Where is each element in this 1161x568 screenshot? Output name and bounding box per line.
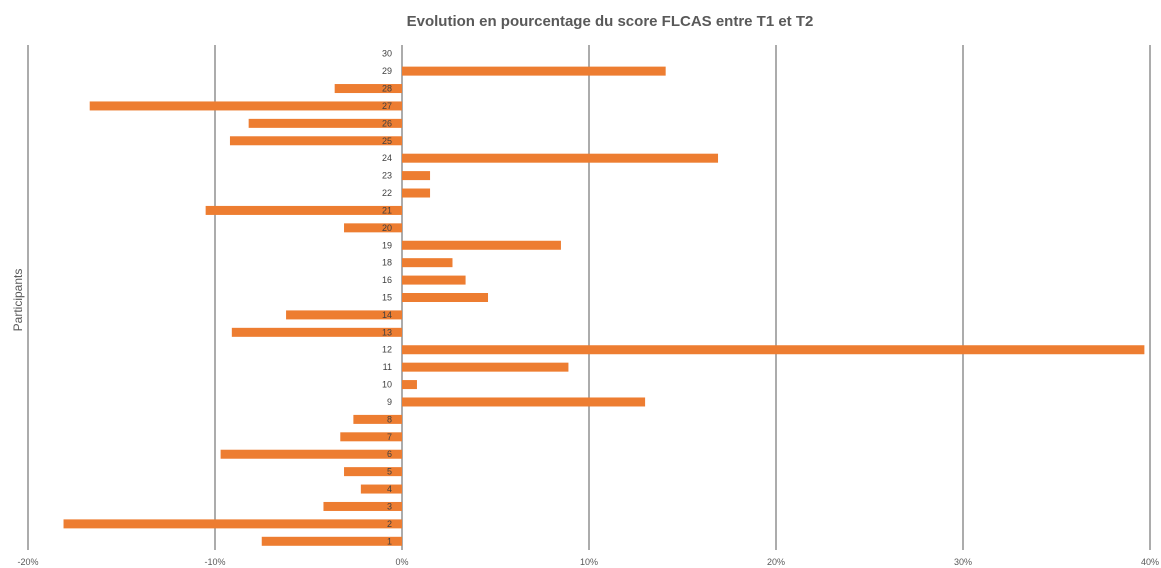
bar bbox=[344, 223, 402, 233]
bar bbox=[286, 310, 402, 320]
category-labels: 1234567891011121314151618192021222324252… bbox=[382, 49, 392, 547]
category-label: 10 bbox=[382, 380, 392, 390]
x-tick-label: 30% bbox=[954, 557, 972, 567]
x-tick-label: 0% bbox=[395, 557, 408, 567]
category-label: 20 bbox=[382, 223, 392, 233]
category-label: 26 bbox=[382, 118, 392, 128]
category-label: 11 bbox=[383, 362, 392, 372]
category-label: 2 bbox=[387, 519, 392, 529]
bar bbox=[353, 414, 402, 424]
category-label: 15 bbox=[382, 293, 392, 303]
category-label: 18 bbox=[382, 258, 392, 268]
bars bbox=[63, 66, 1145, 546]
bar bbox=[402, 380, 417, 390]
category-label: 8 bbox=[387, 414, 392, 424]
x-tick-label: 20% bbox=[767, 557, 785, 567]
bar bbox=[261, 536, 402, 546]
category-label: 13 bbox=[382, 327, 392, 337]
bar bbox=[334, 84, 402, 94]
bar bbox=[205, 205, 402, 215]
category-label: 21 bbox=[382, 205, 392, 215]
gridlines bbox=[27, 45, 1151, 550]
chart-title: Evolution en pourcentage du score FLCAS … bbox=[407, 13, 814, 30]
category-label: 24 bbox=[382, 153, 392, 163]
bar bbox=[402, 240, 561, 250]
x-tick-label: 10% bbox=[580, 557, 598, 567]
x-tick-label: -10% bbox=[204, 557, 225, 567]
category-label: 25 bbox=[382, 136, 392, 146]
x-tick-label: 40% bbox=[1141, 557, 1159, 567]
category-label: 30 bbox=[382, 49, 392, 59]
bar bbox=[340, 432, 402, 442]
category-label: 14 bbox=[382, 310, 392, 320]
bar bbox=[229, 136, 402, 146]
y-axis-label: Participants bbox=[11, 269, 25, 332]
bar bbox=[231, 327, 402, 337]
category-label: 19 bbox=[382, 240, 392, 250]
bar bbox=[402, 275, 466, 285]
bar bbox=[402, 293, 489, 302]
category-label: 4 bbox=[387, 484, 392, 494]
bar bbox=[402, 397, 646, 407]
category-label: 29 bbox=[382, 66, 392, 76]
x-tick-label: -20% bbox=[17, 557, 38, 567]
x-tick-labels: -20% -10% 0% 10% 20% 30% 40% bbox=[17, 557, 1159, 567]
bar bbox=[344, 467, 402, 477]
category-label: 27 bbox=[382, 101, 392, 111]
category-label: 6 bbox=[387, 449, 392, 459]
bar bbox=[360, 484, 402, 494]
category-label: 7 bbox=[387, 432, 392, 442]
category-label: 23 bbox=[382, 171, 392, 181]
bar bbox=[220, 449, 402, 459]
bar bbox=[402, 153, 719, 163]
bar bbox=[402, 188, 431, 198]
category-label: 12 bbox=[382, 345, 392, 355]
category-label: 22 bbox=[382, 188, 392, 198]
category-label: 3 bbox=[387, 501, 392, 511]
category-label: 28 bbox=[382, 84, 392, 94]
category-label: 5 bbox=[387, 467, 392, 477]
bar bbox=[402, 345, 1145, 355]
bar bbox=[248, 118, 402, 128]
bar bbox=[402, 258, 453, 268]
bar bbox=[63, 519, 402, 529]
bar bbox=[402, 171, 431, 181]
category-label: 9 bbox=[387, 397, 392, 407]
bar bbox=[402, 66, 666, 76]
bar bbox=[323, 501, 402, 511]
category-label: 16 bbox=[382, 275, 392, 285]
bar bbox=[402, 362, 569, 372]
bar bbox=[89, 101, 403, 111]
category-label: 1 bbox=[387, 536, 392, 546]
